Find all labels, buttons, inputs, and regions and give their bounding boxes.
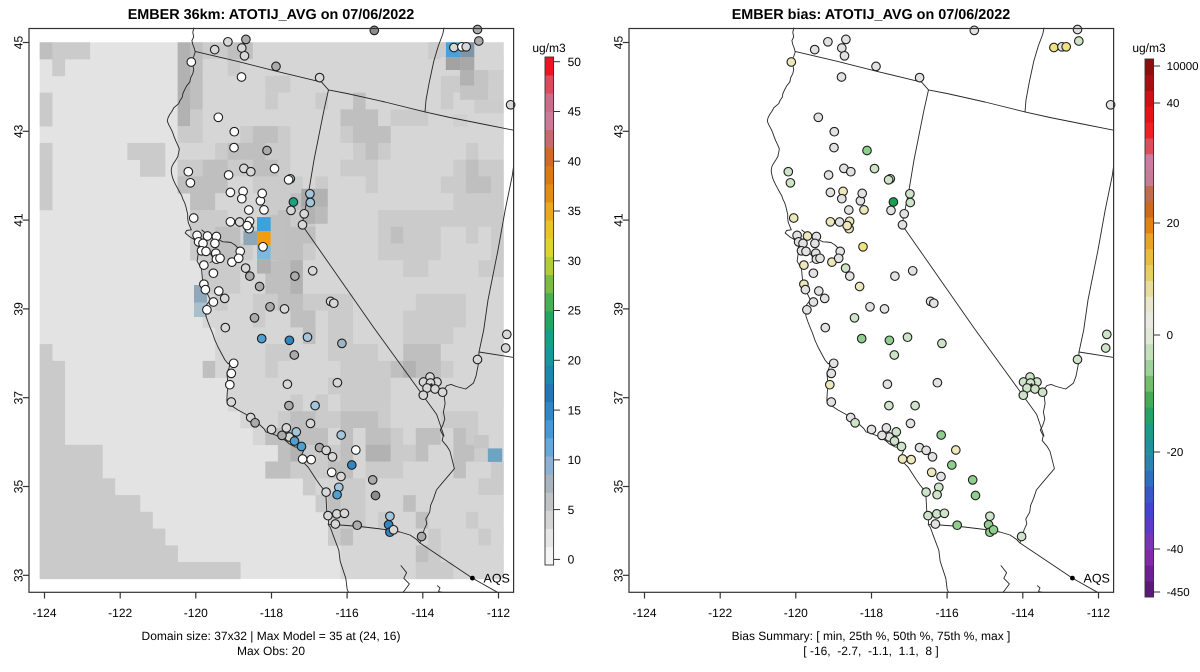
svg-text:50: 50 xyxy=(568,55,582,69)
svg-text:-40: -40 xyxy=(1167,544,1184,556)
svg-text:40: 40 xyxy=(1167,98,1180,110)
svg-text:37: 37 xyxy=(12,391,26,405)
svg-text:[ -16, -2.7, -1.1, 1.1, 8: [ -16, -2.7, -1.1, 1.1, 8 ] xyxy=(803,644,938,658)
svg-text:-114: -114 xyxy=(1011,606,1034,620)
svg-text:37: 37 xyxy=(612,391,626,405)
svg-text:AQS: AQS xyxy=(484,571,510,585)
svg-text:0: 0 xyxy=(1167,330,1173,342)
svg-text:43: 43 xyxy=(12,124,26,138)
svg-text:-116: -116 xyxy=(936,606,959,620)
svg-text:15: 15 xyxy=(568,403,582,417)
svg-text:45: 45 xyxy=(12,36,26,50)
svg-text:33: 33 xyxy=(12,568,26,582)
svg-text:-124: -124 xyxy=(32,606,56,620)
svg-text:39: 39 xyxy=(612,302,626,316)
svg-text:-120: -120 xyxy=(784,606,808,620)
svg-text:39: 39 xyxy=(12,302,26,316)
svg-text:Bias Summary: [ min, 25th %, 5: Bias Summary: [ min, 25th %, 50th %, 75t… xyxy=(732,629,1011,643)
svg-text:40: 40 xyxy=(568,154,582,168)
svg-text:EMBER 36km: ATOTIJ_AVG on 07/0: EMBER 36km: ATOTIJ_AVG on 07/06/2022 xyxy=(128,7,415,23)
svg-text:-122: -122 xyxy=(708,606,732,620)
svg-text:Max Obs: 20: Max Obs: 20 xyxy=(237,644,305,658)
svg-text:Domain size: 37x32 | Max Model: Domain size: 37x32 | Max Model = 35 at (… xyxy=(142,629,401,643)
svg-text:ug/m3: ug/m3 xyxy=(1132,41,1166,55)
svg-text:-118: -118 xyxy=(260,606,283,620)
svg-text:-122: -122 xyxy=(108,606,132,620)
svg-text:10: 10 xyxy=(568,453,582,467)
svg-text:-112: -112 xyxy=(1087,606,1110,620)
svg-text:5: 5 xyxy=(568,503,575,517)
svg-text:-450: -450 xyxy=(1167,587,1190,599)
svg-text:35: 35 xyxy=(568,204,582,218)
svg-text:-20: -20 xyxy=(1167,447,1184,459)
svg-text:AQS: AQS xyxy=(1084,571,1110,585)
svg-text:20: 20 xyxy=(568,354,582,368)
svg-text:45: 45 xyxy=(568,105,582,119)
svg-text:-118: -118 xyxy=(860,606,883,620)
svg-text:EMBER bias: ATOTIJ_AVG on 07/0: EMBER bias: ATOTIJ_AVG on 07/06/2022 xyxy=(732,7,1011,23)
svg-text:30: 30 xyxy=(568,254,582,268)
svg-text:-114: -114 xyxy=(411,606,434,620)
svg-text:-116: -116 xyxy=(336,606,359,620)
svg-text:35: 35 xyxy=(12,480,26,494)
svg-text:-120: -120 xyxy=(184,606,208,620)
svg-text:41: 41 xyxy=(12,213,26,227)
svg-text:35: 35 xyxy=(612,480,626,494)
svg-text:43: 43 xyxy=(612,124,626,138)
svg-text:45: 45 xyxy=(612,36,626,50)
svg-text:ug/m3: ug/m3 xyxy=(532,41,566,55)
svg-text:-112: -112 xyxy=(487,606,510,620)
svg-text:10000: 10000 xyxy=(1167,61,1199,73)
svg-text:33: 33 xyxy=(612,568,626,582)
svg-text:20: 20 xyxy=(1167,218,1180,230)
svg-text:0: 0 xyxy=(568,553,575,567)
svg-text:-124: -124 xyxy=(632,606,656,620)
svg-text:25: 25 xyxy=(568,304,582,318)
svg-text:41: 41 xyxy=(612,213,626,227)
